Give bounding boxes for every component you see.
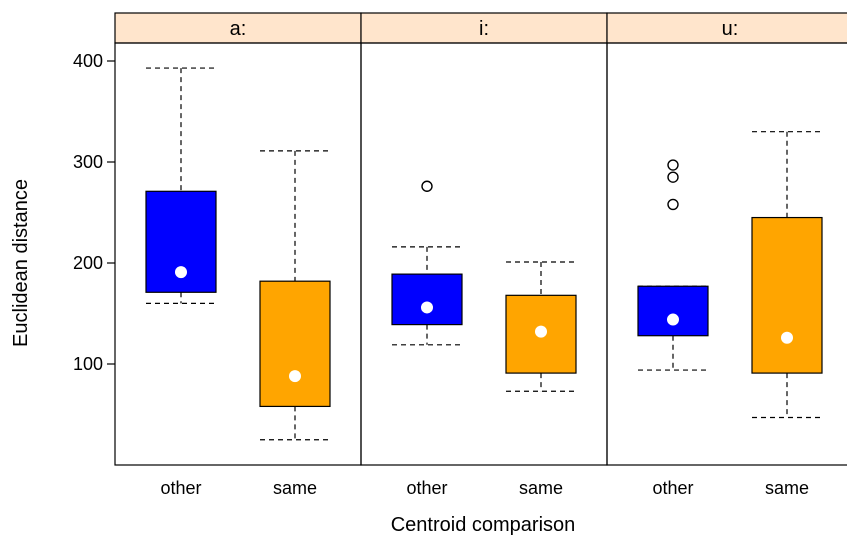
y-tick-label: 100	[73, 354, 103, 374]
x-tick-label: same	[273, 478, 317, 498]
box-other	[637, 159, 709, 371]
panel-strip	[606, 12, 847, 44]
box-other-rect	[637, 285, 709, 337]
outlier-point	[667, 198, 679, 211]
x-tick-label: other	[406, 478, 447, 498]
box-same-rect	[751, 216, 823, 374]
y-tick-label: 400	[73, 51, 103, 71]
panel-0: a: other same	[114, 12, 362, 498]
y-axis: 100 200 300 400	[73, 51, 115, 374]
median-dot	[781, 331, 793, 344]
outlier-point	[667, 171, 679, 183]
median-dot	[535, 325, 547, 338]
median-dot	[667, 313, 679, 326]
x-tick-label: other	[652, 478, 693, 498]
y-tick-label: 300	[73, 152, 103, 172]
outlier-point	[667, 159, 679, 171]
panel-1: i: other same	[360, 12, 608, 498]
box-same	[751, 131, 823, 419]
x-tick-label: same	[519, 478, 563, 498]
x-axis-title: Centroid comparison	[391, 514, 576, 536]
median-dot	[175, 266, 187, 279]
panel-2: u: other same	[606, 12, 847, 498]
box-same	[259, 150, 331, 441]
panel-strip-label: a:	[230, 18, 247, 40]
panel-frame	[360, 42, 608, 466]
y-tick-label: 200	[73, 253, 103, 273]
box-other	[145, 67, 217, 304]
panel-strip	[360, 12, 608, 44]
panel-frame	[606, 42, 847, 466]
outlier-point	[421, 180, 433, 192]
median-dot	[421, 301, 433, 314]
median-dot	[289, 370, 301, 383]
panel-strip-label: i:	[479, 18, 489, 40]
panels-layer: a: other same i: other same u: other same	[114, 12, 847, 498]
box-other	[391, 180, 463, 346]
y-axis-title: Euclidean distance	[10, 179, 32, 347]
box-same-rect	[259, 280, 331, 408]
box-same	[505, 261, 577, 392]
x-tick-label: other	[160, 478, 201, 498]
panel-strip	[114, 12, 362, 44]
box-other-rect	[391, 273, 463, 326]
panel-strip-label: u:	[722, 18, 739, 40]
x-tick-label: same	[765, 478, 809, 498]
